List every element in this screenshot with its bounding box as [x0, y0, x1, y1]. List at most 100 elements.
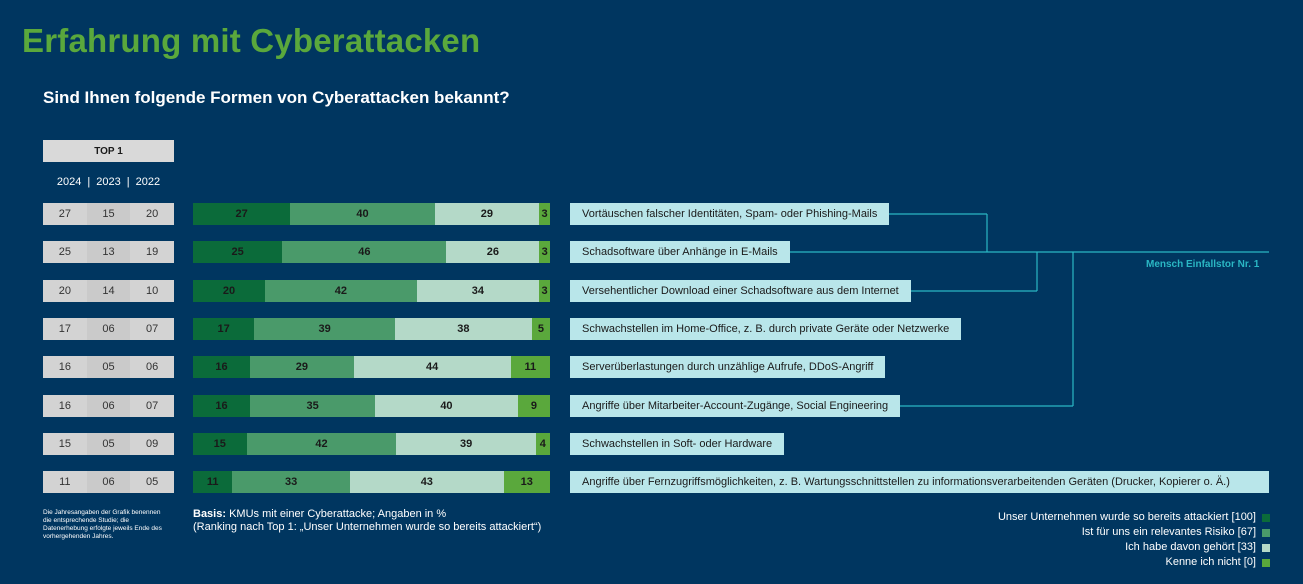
legend: Unser Unternehmen wurde so bereits attac… [998, 510, 1270, 570]
bar-segment-1: 17 [193, 318, 255, 340]
legend-swatch [1262, 543, 1270, 552]
bar-segment-4: 3 [539, 241, 550, 263]
bar-segment-4: 4 [535, 433, 550, 455]
top1-history: 16 05 06 [43, 356, 175, 378]
top1-value-2023: 13 [86, 241, 131, 263]
stacked-bar: 20 42 34 3 [193, 280, 550, 302]
top1-value-2024: 11 [43, 471, 87, 493]
top1-value-2022: 05 [130, 471, 175, 493]
bar-segment-1: 16 [193, 356, 251, 378]
bar-segment-1: 25 [193, 241, 283, 263]
top1-value-2023: 05 [86, 433, 131, 455]
bar-segment-3: 44 [353, 356, 511, 378]
top1-value-2022: 07 [130, 318, 175, 340]
chart-row: 17 06 07 17 39 38 5 Schwachstellen im Home-Offi… [0, 318, 1303, 340]
top1-value-2023: 06 [86, 471, 131, 493]
top1-header: TOP 1 [43, 140, 174, 162]
top1-value-2022: 19 [130, 241, 175, 263]
top1-value-2022: 20 [130, 203, 175, 225]
top1-value-2024: 25 [43, 241, 87, 263]
stacked-bar: 16 29 44 11 [193, 356, 550, 378]
top1-history: 27 15 20 [43, 203, 175, 225]
chart-row: 20 14 10 20 42 34 3 Versehentlicher Download ei… [0, 280, 1303, 302]
stacked-bar: 15 42 39 4 [193, 433, 550, 455]
legend-item: Unser Unternehmen wurde so bereits attac… [998, 510, 1270, 525]
bar-segment-2: 46 [282, 241, 447, 263]
top1-history: 16 06 07 [43, 395, 175, 417]
chart-row: 16 06 07 16 35 40 9 Angriffe über Mitarbeiter-A… [0, 395, 1303, 417]
stacked-bar: 17 39 38 5 [193, 318, 550, 340]
bar-segment-4: 3 [539, 280, 550, 302]
legend-item: Ist für uns ein relevantes Risiko [67] [998, 525, 1270, 540]
bar-segment-3: 26 [446, 241, 540, 263]
stacked-bar: 27 40 29 3 [193, 203, 550, 225]
bar-segment-3: 34 [416, 280, 540, 302]
chart-row: 25 13 19 25 46 26 3 Schadsoftware über Anhänge … [0, 241, 1303, 263]
category-label: Schwachstellen im Home-Office, z. B. dur… [570, 318, 962, 340]
bar-segment-2: 40 [290, 203, 435, 225]
bar-segment-2: 33 [232, 471, 351, 493]
top1-value-2023: 06 [86, 395, 131, 417]
legend-label: Kenne ich nicht [0] [1165, 556, 1256, 568]
year-2023: 2023 [96, 176, 121, 188]
top1-value-2022: 07 [130, 395, 175, 417]
top1-history: 11 06 05 [43, 471, 175, 493]
bar-segment-3: 29 [434, 203, 540, 225]
stacked-bar: 25 46 26 3 [193, 241, 550, 263]
bar-segment-3: 39 [396, 433, 536, 455]
year-2024: 2024 [56, 176, 82, 188]
bar-segment-4: 3 [539, 203, 550, 225]
legend-swatch [1262, 528, 1270, 537]
bar-segment-1: 16 [193, 395, 251, 417]
stacked-bar: 16 35 40 9 [193, 395, 550, 417]
legend-item: Kenne ich nicht [0] [998, 555, 1270, 570]
chart-title: Erfahrung mit Cyberattacken [22, 22, 481, 59]
bar-segment-1: 11 [193, 471, 233, 493]
top1-value-2024: 15 [43, 433, 87, 455]
bar-segment-2: 39 [254, 318, 395, 340]
basis-line-1: KMUs mit einer Cyberattacke; Angaben in … [229, 508, 447, 520]
bar-segment-3: 38 [394, 318, 532, 340]
top1-value-2022: 09 [130, 433, 175, 455]
top1-history: 17 06 07 [43, 318, 175, 340]
top1-value-2022: 06 [130, 356, 175, 378]
bar-segment-4: 9 [517, 395, 550, 417]
category-label: Angriffe über Fernzugriffsmöglichkeiten,… [570, 471, 1269, 493]
footnote: Die Jahresangaben der Grafik benennen di… [43, 509, 162, 540]
bar-segment-3: 43 [350, 471, 504, 493]
top1-history: 15 05 09 [43, 433, 175, 455]
bar-segment-1: 27 [193, 203, 291, 225]
basis-line-2: (Ranking nach Top 1: „Unser Unternehmen … [193, 521, 542, 533]
bar-segment-2: 29 [250, 356, 354, 378]
basis-label: Basis: [193, 508, 227, 520]
top1-value-2022: 10 [130, 280, 175, 302]
category-label: Vortäuschen falscher Identitäten, Spam- … [570, 203, 890, 225]
legend-item: Ich habe davon gehört [33] [998, 540, 1270, 555]
year-separator: | [87, 176, 91, 188]
year-separator: | [126, 176, 130, 188]
chart-row: 27 15 20 27 40 29 3 Vortäuschen falscher Identi… [0, 203, 1303, 225]
chart-row: 11 06 05 11 33 43 13 Angriffe über Fernzugriffs… [0, 471, 1303, 493]
top1-value-2024: 16 [43, 395, 87, 417]
category-label: Versehentlicher Download einer Schadsoft… [570, 280, 911, 302]
bar-segment-2: 35 [250, 395, 376, 417]
top1-value-2023: 15 [86, 203, 131, 225]
category-label: Schwachstellen in Soft- oder Hardware [570, 433, 785, 455]
top1-value-2024: 20 [43, 280, 87, 302]
top1-value-2023: 14 [86, 280, 131, 302]
chart-subtitle: Sind Ihnen folgende Formen von Cyberatta… [43, 88, 510, 107]
top1-value-2023: 05 [86, 356, 131, 378]
stacked-bar: 11 33 43 13 [193, 471, 550, 493]
bar-segment-3: 40 [375, 395, 518, 417]
top1-value-2023: 06 [86, 318, 131, 340]
bar-segment-4: 11 [510, 356, 550, 378]
top1-value-2024: 16 [43, 356, 87, 378]
legend-label: Ich habe davon gehört [33] [1125, 541, 1256, 553]
bar-segment-4: 13 [503, 471, 550, 493]
bar-segment-1: 20 [193, 280, 266, 302]
legend-label: Ist für uns ein relevantes Risiko [67] [1081, 526, 1256, 538]
top1-history: 25 13 19 [43, 241, 175, 263]
top1-value-2024: 27 [43, 203, 87, 225]
legend-swatch [1262, 513, 1270, 522]
category-label: Schadsoftware über Anhänge in E-Mails [570, 241, 790, 263]
